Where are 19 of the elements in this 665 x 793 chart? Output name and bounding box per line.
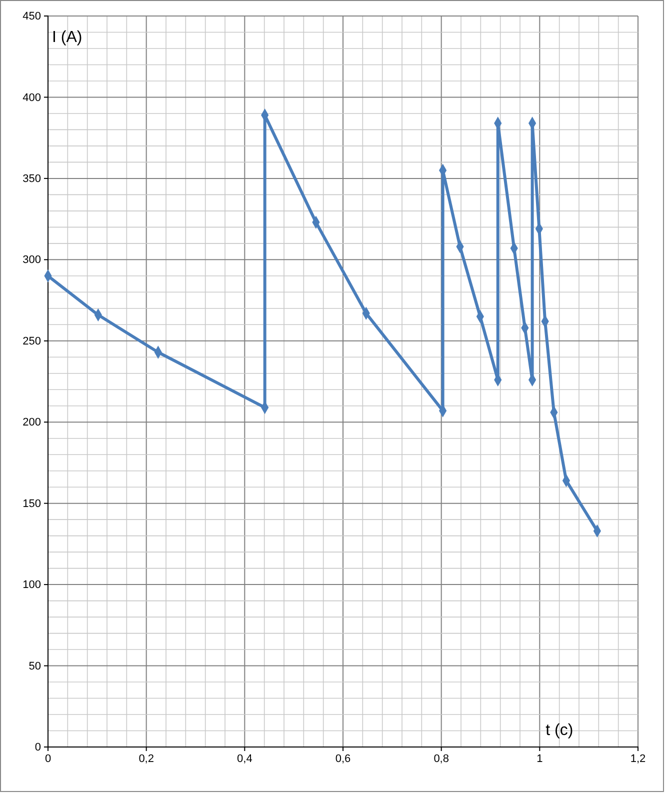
- x-tick-label: 0,6: [335, 752, 351, 765]
- x-tick-label: 1: [536, 752, 543, 765]
- y-tick-label: 450: [22, 10, 41, 23]
- y-tick-label: 50: [28, 660, 41, 672]
- y-tick-label: 400: [22, 92, 41, 104]
- x-tick-label: 0: [44, 752, 52, 765]
- x-tick-label: 0,2: [138, 752, 154, 765]
- y-tick-label: 300: [22, 254, 41, 266]
- y-tick-label: 100: [22, 579, 41, 592]
- y-tick-label: 150: [22, 498, 41, 510]
- y-tick-label: 350: [22, 172, 41, 185]
- x-axis-title: t (c): [546, 722, 574, 739]
- y-tick-label: 200: [22, 416, 41, 429]
- y-tick-label: 250: [22, 335, 41, 348]
- x-tick-label: 0,4: [237, 752, 252, 765]
- x-tick-label: 0,8: [434, 752, 449, 765]
- x-tick-label: 1,2: [630, 752, 646, 765]
- y-axis-title: I (A): [52, 29, 82, 46]
- y-tick-label: 0: [34, 742, 41, 754]
